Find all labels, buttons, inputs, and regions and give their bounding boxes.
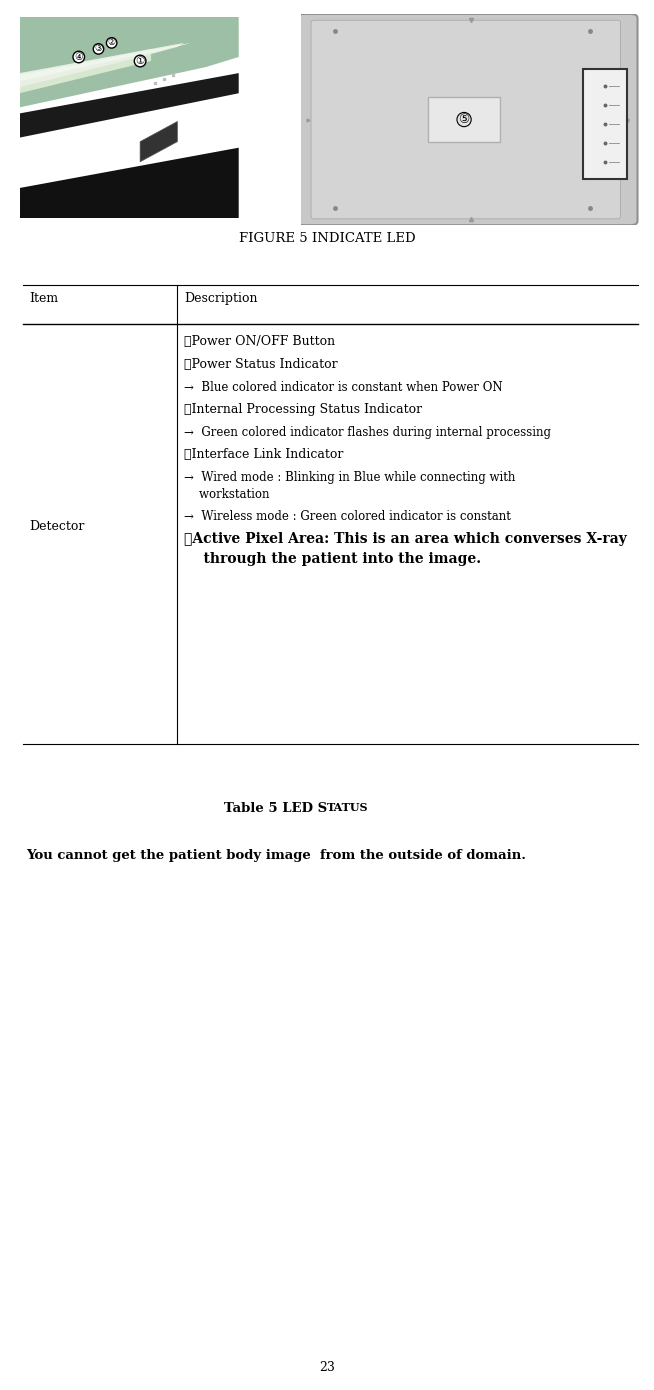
Text: through the patient into the image.: through the patient into the image.	[184, 552, 481, 566]
FancyBboxPatch shape	[583, 70, 627, 179]
Text: ⑤: ⑤	[458, 113, 470, 126]
Text: Table 5 LED S: Table 5 LED S	[224, 802, 327, 815]
Polygon shape	[20, 43, 184, 88]
Text: ③: ③	[94, 44, 103, 53]
Text: You cannot get the patient body image  from the outside of domain.: You cannot get the patient body image fr…	[26, 849, 526, 862]
Polygon shape	[20, 74, 239, 138]
Text: Description: Description	[184, 292, 258, 304]
Polygon shape	[20, 147, 239, 218]
FancyBboxPatch shape	[428, 97, 500, 142]
Text: Detector: Detector	[29, 520, 85, 534]
Text: FIGURE 5 INDICATE LED: FIGURE 5 INDICATE LED	[239, 232, 415, 245]
Text: workstation: workstation	[184, 488, 270, 500]
Text: ②Power Status Indicator: ②Power Status Indicator	[184, 359, 338, 371]
Text: →  Wired mode : Blinking in Blue while connecting with: → Wired mode : Blinking in Blue while co…	[184, 471, 516, 484]
Text: ④: ④	[75, 51, 83, 63]
Text: ①: ①	[135, 56, 145, 65]
Polygon shape	[20, 49, 151, 93]
Text: ②: ②	[107, 39, 116, 47]
Text: →  Blue colored indicator is constant when Power ON: → Blue colored indicator is constant whe…	[184, 381, 503, 395]
Text: →  Green colored indicator flashes during internal processing: → Green colored indicator flashes during…	[184, 427, 551, 439]
Text: ⑤Active Pixel Area: This is an area which converses X-ray: ⑤Active Pixel Area: This is an area whic…	[184, 532, 627, 546]
FancyBboxPatch shape	[298, 14, 638, 225]
Text: ④Interface Link Indicator: ④Interface Link Indicator	[184, 449, 344, 461]
Text: ①Power ON/OFF Button: ①Power ON/OFF Button	[184, 335, 336, 348]
Polygon shape	[140, 121, 177, 161]
Text: Item: Item	[29, 292, 59, 304]
Text: TATUS: TATUS	[327, 802, 368, 813]
Text: →  Wireless mode : Green colored indicator is constant: → Wireless mode : Green colored indicato…	[184, 510, 511, 523]
Polygon shape	[20, 17, 239, 107]
Polygon shape	[20, 43, 190, 81]
Text: 23: 23	[319, 1361, 335, 1375]
Text: ③Internal Processing Status Indicator: ③Internal Processing Status Indicator	[184, 403, 422, 416]
FancyBboxPatch shape	[311, 21, 621, 218]
